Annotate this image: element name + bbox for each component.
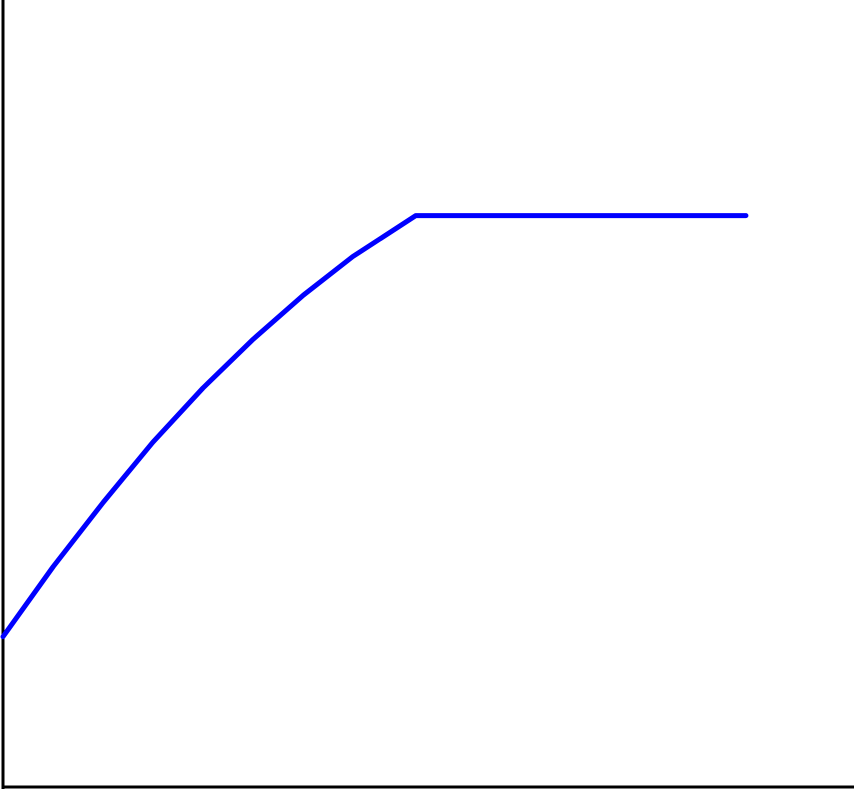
data-line <box>0 213 749 640</box>
